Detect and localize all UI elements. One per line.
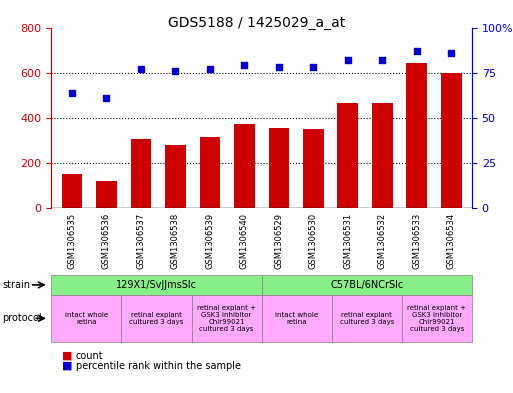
Point [206,66,214,72]
Text: ■: ■ [62,361,72,371]
Text: retinal explant
cultured 3 days: retinal explant cultured 3 days [129,312,184,325]
Bar [200,137,220,208]
Bar [131,140,151,208]
Text: intact whole
retina: intact whole retina [275,312,318,325]
Bar [303,129,324,208]
Point [137,66,145,72]
Point [309,64,318,70]
Bar [268,128,289,208]
Bar [96,181,117,208]
Text: GDS5188 / 1425029_a_at: GDS5188 / 1425029_a_at [168,16,345,30]
Text: retinal explant
cultured 3 days: retinal explant cultured 3 days [340,312,394,325]
Text: retinal explant +
GSK3 inhibitor
Chir99021
cultured 3 days: retinal explant + GSK3 inhibitor Chir990… [407,305,466,332]
Bar [372,103,392,208]
Point [344,57,352,63]
Bar [441,73,462,208]
Point [447,50,456,56]
Text: 129X1/SvJJmsSlc: 129X1/SvJJmsSlc [116,280,197,290]
Point [171,68,180,74]
Text: C57BL/6NCrSlc: C57BL/6NCrSlc [330,280,403,290]
Text: intact whole
retina: intact whole retina [65,312,108,325]
Point [378,57,386,63]
Point [275,64,283,70]
Bar [62,174,82,208]
Text: retinal explant +
GSK3 inhibitor
Chir99021
cultured 3 days: retinal explant + GSK3 inhibitor Chir990… [197,305,256,332]
Text: ■: ■ [62,351,72,361]
Point [103,95,111,101]
Point [68,90,76,96]
Text: count: count [76,351,104,361]
Bar [234,123,255,208]
Point [240,62,248,69]
Bar [165,145,186,208]
Bar [338,103,358,208]
Text: strain: strain [3,280,31,290]
Text: protocol: protocol [3,313,42,323]
Text: percentile rank within the sample: percentile rank within the sample [76,361,241,371]
Point [412,48,421,54]
Bar [406,62,427,208]
